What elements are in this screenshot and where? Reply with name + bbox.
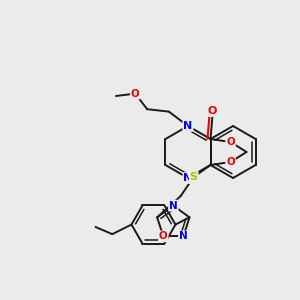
- Text: O: O: [131, 88, 140, 99]
- Text: O: O: [226, 137, 235, 147]
- Text: N: N: [183, 173, 193, 183]
- Text: N: N: [183, 121, 193, 131]
- Text: N: N: [169, 201, 178, 211]
- Text: S: S: [190, 172, 198, 182]
- Text: O: O: [159, 231, 168, 242]
- Text: O: O: [208, 106, 217, 116]
- Text: N: N: [179, 231, 188, 242]
- Text: O: O: [226, 157, 235, 167]
